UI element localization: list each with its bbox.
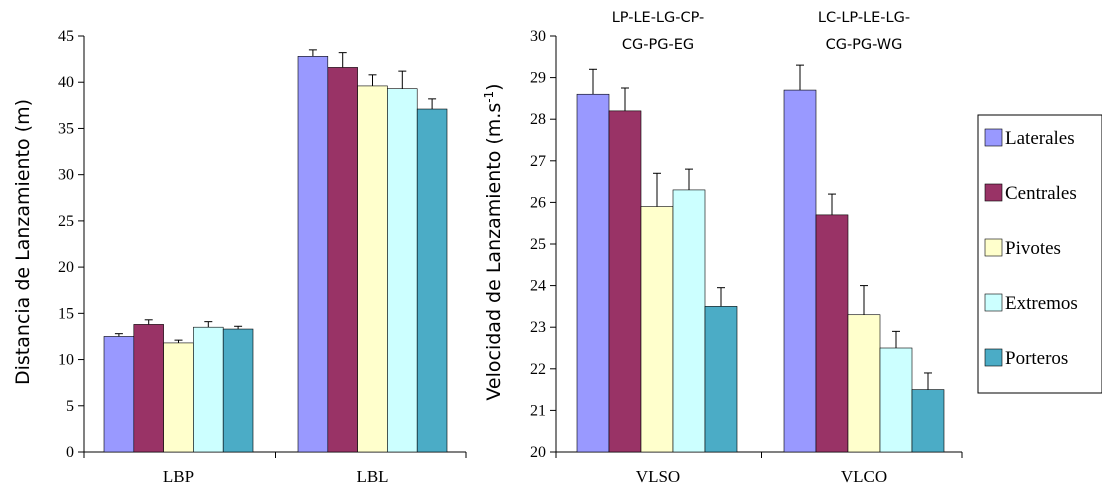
legend-swatch-centrales	[984, 183, 1003, 202]
bar-extremos-vlco	[879, 347, 913, 453]
y-tick-label: 0	[66, 444, 74, 461]
significance-annotation: LP-LE-LG-CP-	[612, 10, 705, 26]
ylabel-velocity: Velocidad de Lanzamiento (m.s-1)	[482, 83, 505, 400]
bar-extremos-vlso	[672, 189, 706, 453]
y-tick-label: 5	[66, 398, 74, 415]
y-tick-label: 20	[530, 444, 546, 461]
legend-label-pivotes: Pivotes	[1005, 238, 1061, 259]
legend-label-porteros: Porteros	[1005, 348, 1068, 369]
chart-velocity: Velocidad de Lanzamiento (m.s-1) 20 21 22 2…	[482, 10, 963, 486]
ylabel-distance: Distancia de Lanzamiento (m)	[12, 99, 34, 385]
bar-pivotes-lbl	[357, 85, 388, 453]
legend-label-centrales: Centrales	[1005, 183, 1077, 204]
y-tick-label: 40	[58, 74, 74, 91]
y-tick-label: 26	[530, 194, 546, 211]
y-tick-label: 15	[58, 305, 74, 322]
bar-laterales-vlco	[783, 89, 817, 453]
chart-distance: Distancia de Lanzamiento (m) 0 5 10 15 20 25 3…	[12, 28, 467, 486]
bar-pivotes-vlso	[640, 206, 674, 453]
legend-swatch-laterales	[984, 128, 1003, 147]
legend: Laterales Centrales Pivotes Extremos Portero…	[977, 114, 1102, 394]
legend-swatch-pivotes	[984, 238, 1003, 257]
y-tick-label: 24	[530, 278, 546, 295]
y-tick-label: 35	[58, 120, 74, 137]
bar-laterales-vlso	[576, 93, 610, 453]
significance-annotation: LC-LP-LE-LG-	[818, 10, 910, 26]
bar-centrales-lbl	[327, 67, 358, 453]
y-tick-label: 28	[530, 111, 546, 128]
bar-extremos-lbp	[193, 326, 224, 453]
y-tick-label: 29	[530, 70, 546, 87]
bar-centrales-lbp	[133, 324, 164, 453]
x-category-label: VLCO	[841, 467, 887, 486]
y-tick-label: 23	[530, 319, 546, 336]
x-category-label: LBL	[356, 467, 388, 486]
y-tick-label: 20	[58, 259, 74, 276]
y-tick-label: 45	[58, 28, 74, 45]
bar-porteros-vlco	[911, 389, 945, 453]
legend-swatch-porteros	[984, 348, 1003, 367]
x-category-label: LBP	[163, 467, 194, 486]
bar-centrales-vlso	[608, 110, 642, 453]
bar-porteros-lbl	[416, 108, 448, 453]
bar-laterales-lbp	[103, 336, 135, 453]
y-tick-label: 25	[58, 213, 74, 230]
bar-porteros-lbp	[222, 328, 254, 453]
y-tick-label: 30	[530, 28, 546, 45]
legend-label-laterales: Laterales	[1005, 128, 1075, 149]
bar-pivotes-vlco	[847, 314, 881, 453]
y-tick-label: 21	[530, 402, 546, 419]
bar-extremos-lbl	[387, 88, 418, 453]
significance-annotation: CG-PG-WG	[826, 37, 903, 53]
bar-laterales-lbl	[297, 56, 329, 453]
bar-pivotes-lbp	[163, 342, 194, 453]
y-tick-label: 22	[530, 361, 546, 378]
x-category-label: VLSO	[636, 467, 680, 486]
legend-label-extremos: Extremos	[1005, 293, 1078, 314]
legend-swatch-extremos	[984, 293, 1003, 312]
significance-annotation: CG-PG-EG	[622, 37, 694, 53]
bar-centrales-vlco	[815, 214, 849, 453]
y-tick-label: 27	[530, 153, 546, 170]
y-tick-label: 25	[530, 236, 546, 253]
bar-porteros-vlso	[704, 306, 738, 453]
y-tick-label: 30	[58, 167, 74, 184]
y-tick-label: 10	[58, 352, 74, 369]
